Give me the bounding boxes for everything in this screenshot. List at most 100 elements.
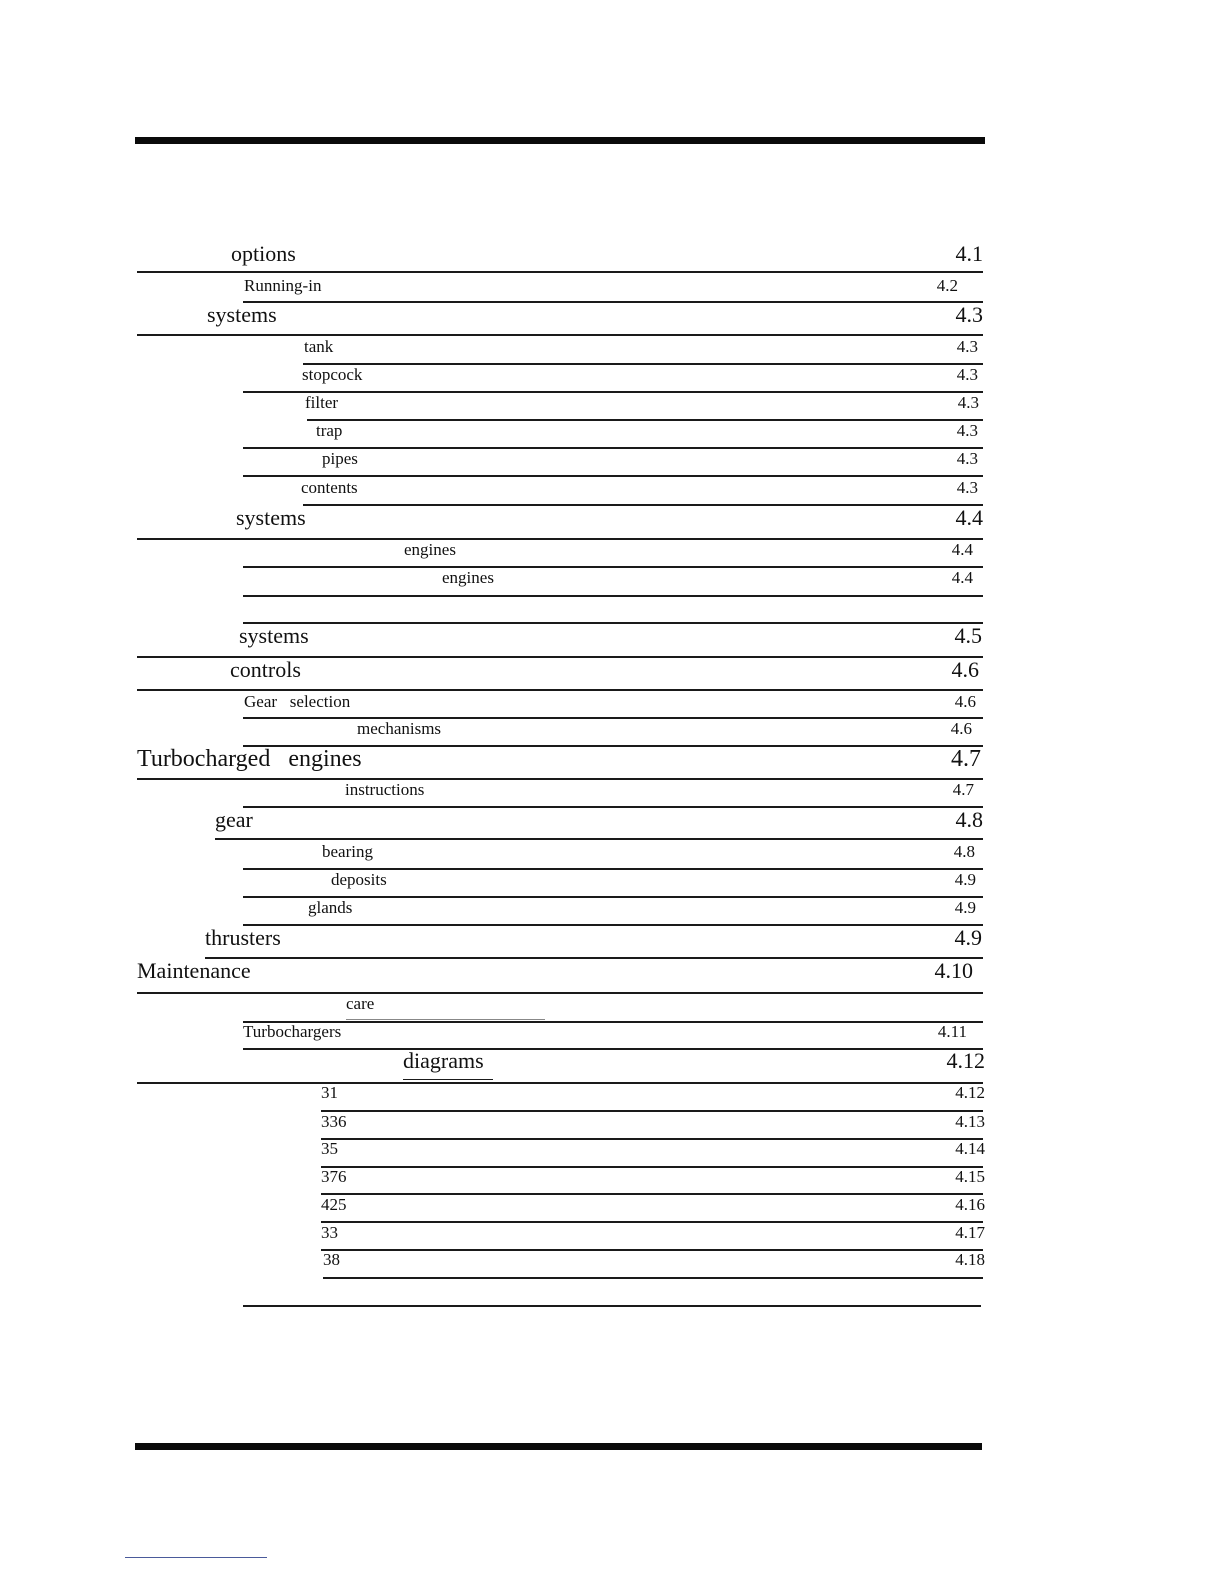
- toc-entry-rule: [243, 595, 983, 597]
- toc-entry-page: 4.4: [951, 540, 973, 560]
- toc-entry-rule: [243, 868, 983, 870]
- end-rule: [243, 1305, 981, 1307]
- toc-entry-label: bearing: [322, 842, 373, 862]
- toc-entry-rule: [243, 391, 983, 393]
- toc-entry-page: 4.13: [955, 1112, 985, 1132]
- toc-entry-label: 35: [321, 1139, 338, 1159]
- blank-entry-rule: [243, 622, 983, 624]
- toc-entry-label: systems: [207, 302, 277, 328]
- toc-entry-page: 4.7: [952, 780, 974, 800]
- toc-entry-rule: [243, 806, 983, 808]
- toc-entry-rule: [137, 778, 983, 780]
- toc-entry-rule: [321, 1249, 983, 1251]
- toc-entry-rule: [303, 363, 983, 365]
- toc-entry-label: 31: [321, 1083, 338, 1103]
- toc-entry-rule: [243, 447, 983, 449]
- toc-entry-label: Gear selection: [244, 692, 351, 712]
- toc-entry-page: 4.10: [934, 958, 974, 984]
- toc-entry-page: 4.9: [954, 898, 976, 918]
- toc-entry-rule: [243, 1048, 983, 1050]
- toc-entry-label: Turbochargers: [243, 1022, 342, 1042]
- toc-entry-rule: [243, 301, 983, 303]
- toc-entry-page: 4.3: [956, 421, 978, 441]
- toc-entry-rule: [243, 1021, 983, 1023]
- toc-entry-label: glands: [308, 898, 353, 918]
- toc-entry-rule: [321, 1110, 983, 1112]
- toc-entry-label: engines: [404, 540, 456, 560]
- footer-line: [125, 1557, 267, 1558]
- toc-entry-rule: [215, 838, 983, 840]
- toc-entry-page: 4.6: [951, 657, 980, 683]
- care-underline: [346, 1019, 545, 1020]
- toc-entry-page: 4.7: [951, 746, 981, 773]
- toc-entry-page: 4.17: [955, 1223, 985, 1243]
- toc-entry-page: 4.6: [954, 692, 976, 712]
- toc-entry-label: 33: [321, 1223, 338, 1243]
- toc-entry-page: 4.12: [955, 1083, 985, 1103]
- toc-entry-label: instructions: [345, 780, 425, 800]
- toc-entry-rule: [243, 717, 983, 719]
- toc-entry-label: Running-in: [244, 276, 322, 296]
- toc-entry-rule: [321, 1193, 983, 1195]
- toc-entry-label: controls: [230, 657, 301, 683]
- toc-entry-label: tank: [304, 337, 334, 357]
- toc-entry-label: pipes: [322, 449, 358, 469]
- toc-entry-page: 4.4: [955, 505, 984, 531]
- toc-entry-rule: [137, 334, 983, 336]
- toc-entry-label: stopcock: [302, 365, 363, 385]
- toc-entry-rule: [137, 689, 983, 691]
- toc-entry-label: filter: [305, 393, 339, 413]
- toc-entry-page: 4.16: [955, 1195, 985, 1215]
- toc-entry-page: 4.6: [950, 719, 972, 739]
- toc-entry-label: deposits: [331, 870, 387, 890]
- toc-entry-rule: [323, 1277, 983, 1279]
- toc-entry-page: 4.2: [936, 276, 958, 296]
- toc-entry-label: Maintenance: [137, 958, 251, 984]
- toc-entry-rule: [137, 656, 983, 658]
- toc-entry-label: thrusters: [205, 925, 281, 951]
- toc-entry-rule: [137, 1082, 983, 1084]
- toc-entry-label: care: [346, 994, 375, 1014]
- toc-entry-label: 376: [321, 1167, 347, 1187]
- toc-entry-label: 425: [321, 1195, 347, 1215]
- toc-entry-rule: [243, 924, 983, 926]
- toc-entry-rule: [205, 957, 983, 959]
- toc-entry-label: options: [231, 241, 296, 267]
- toc-entry-page: 4.1: [955, 241, 984, 267]
- toc-entry-page: 4.3: [956, 449, 978, 469]
- toc-entry-rule: [243, 896, 983, 898]
- toc-entry-label: Turbocharged engines: [137, 746, 362, 773]
- toc-entry-rule: [321, 1138, 983, 1140]
- toc-entry-page: 4.15: [955, 1167, 985, 1187]
- toc-entry-label: 336: [321, 1112, 347, 1132]
- toc-entry-label: systems: [236, 505, 306, 531]
- toc-entry-label: systems: [239, 623, 309, 649]
- toc-entry-rule: [137, 992, 983, 994]
- toc-entry-rule: [243, 475, 983, 477]
- toc-entry-page: 4.8: [953, 842, 975, 862]
- toc-entry-page: 4.3: [957, 393, 979, 413]
- toc-entry-page: 4.8: [955, 807, 984, 833]
- toc-entry-rule: [321, 1221, 983, 1223]
- toc-entry-label: gear: [215, 807, 253, 833]
- toc-entry-rule: [137, 271, 983, 273]
- toc-entry-page: 4.11: [937, 1022, 967, 1042]
- toc-entry-page: 4.12: [946, 1048, 986, 1074]
- diagrams-underline: [403, 1079, 493, 1080]
- bottom-rule-bar: [135, 1443, 982, 1450]
- toc-entry-page: 4.3: [956, 478, 978, 498]
- toc-entry-page: 4.18: [955, 1250, 985, 1270]
- toc-entry-page: 4.3: [956, 337, 978, 357]
- toc-entry-rule: [307, 419, 983, 421]
- toc-entry-page: 4.14: [955, 1139, 985, 1159]
- top-rule-bar: [135, 137, 985, 144]
- toc-entry-rule: [137, 538, 983, 540]
- toc-entry-label: engines: [442, 568, 494, 588]
- toc-entry-page: 4.5: [954, 623, 983, 649]
- toc-entry-label: contents: [301, 478, 358, 498]
- toc-entry-page: 4.9: [954, 925, 983, 951]
- toc-entry-page: 4.9: [954, 870, 976, 890]
- toc-entry-label: trap: [316, 421, 343, 441]
- toc-entry-label: mechanisms: [357, 719, 442, 739]
- toc-entry-page: 4.3: [956, 365, 978, 385]
